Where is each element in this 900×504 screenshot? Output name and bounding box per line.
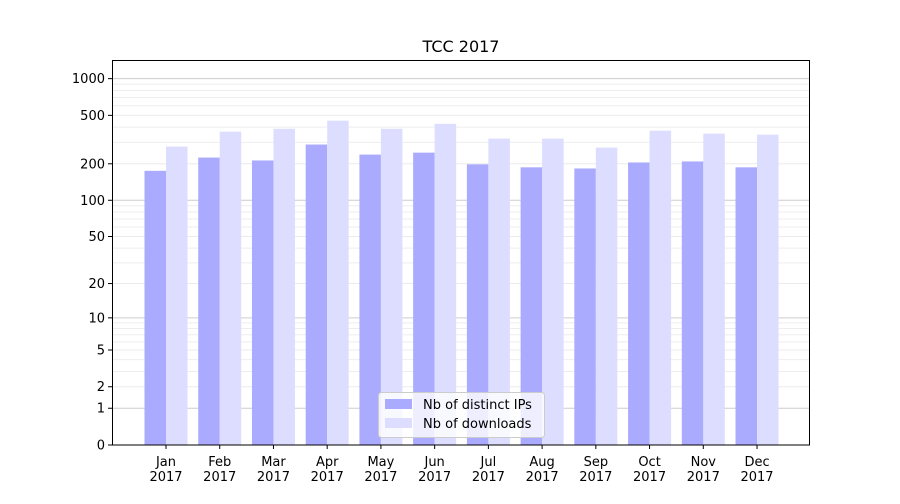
x-tick-label: 2017 xyxy=(740,470,773,485)
bar-downloads xyxy=(219,131,242,446)
x-tick-label: 2017 xyxy=(364,470,397,485)
bar-distinct-ips xyxy=(413,152,435,445)
x-axis: Jan2017Feb2017Mar2017Apr2017May2017Jun20… xyxy=(149,445,774,485)
bar-downloads xyxy=(595,147,618,445)
y-tick-label: 500 xyxy=(80,109,105,124)
y-tick-label: 20 xyxy=(88,277,105,292)
bar-distinct-ips xyxy=(359,154,381,446)
x-tick-label: Dec xyxy=(744,455,769,470)
x-tick-label: Jul xyxy=(480,455,497,470)
legend-box xyxy=(378,392,545,438)
bar-downloads xyxy=(703,133,725,445)
y-tick-label: 1 xyxy=(97,402,105,417)
bar-downloads xyxy=(380,128,403,445)
x-tick-label: 2017 xyxy=(579,470,612,485)
x-tick-label: May xyxy=(367,455,394,470)
bar-distinct-ips xyxy=(198,157,220,445)
x-tick-label: Nov xyxy=(691,455,717,470)
legend-swatch xyxy=(385,418,412,428)
bar-downloads xyxy=(649,130,672,445)
bar-downloads xyxy=(166,146,188,445)
bar-downloads xyxy=(488,138,510,445)
bar-downloads xyxy=(273,128,295,445)
x-tick-label: Sep xyxy=(584,455,609,470)
bar-distinct-ips xyxy=(628,162,650,445)
y-tick-label: 200 xyxy=(80,157,105,172)
x-tick-label: Mar xyxy=(261,455,286,470)
bar-distinct-ips xyxy=(520,167,543,446)
bar-downloads xyxy=(434,123,457,445)
bar-distinct-ips xyxy=(466,164,489,445)
legend: Nb of distinct IPs Nb of downloads xyxy=(378,392,545,438)
bar-distinct-ips xyxy=(251,160,274,445)
bar-distinct-ips xyxy=(574,168,596,445)
y-tick-label: 50 xyxy=(88,230,105,245)
x-tick-label: Jan xyxy=(155,455,176,470)
bar-distinct-ips xyxy=(305,144,328,446)
y-tick-label: 10 xyxy=(88,311,105,326)
legend-label: Nb of downloads xyxy=(423,417,532,432)
x-tick-label: Oct xyxy=(638,455,660,470)
bar-downloads xyxy=(327,120,349,446)
x-tick-label: 2017 xyxy=(418,470,451,485)
bar-distinct-ips xyxy=(735,167,758,446)
x-tick-label: Feb xyxy=(208,455,231,470)
y-tick-label: 0 xyxy=(97,439,105,454)
bar-downloads xyxy=(542,138,564,445)
bar-distinct-ips xyxy=(681,161,704,445)
y-tick-label: 1000 xyxy=(72,72,105,87)
chart-title: TCC 2017 xyxy=(422,37,500,56)
x-tick-label: 2017 xyxy=(526,470,559,485)
x-tick-label: 2017 xyxy=(257,470,290,485)
x-tick-label: Apr xyxy=(316,455,339,470)
bar-distinct-ips xyxy=(144,170,166,445)
x-tick-label: Aug xyxy=(529,455,554,470)
legend-label: Nb of distinct IPs xyxy=(423,398,532,413)
y-tick-label: 100 xyxy=(80,194,105,209)
x-tick-label: 2017 xyxy=(687,470,720,485)
x-tick-label: Jun xyxy=(423,455,444,470)
x-tick-label: 2017 xyxy=(472,470,505,485)
plot-frame xyxy=(112,60,810,446)
y-axis: 0 1 2 5 10 20 50 100 200 500 1000 xyxy=(72,72,112,454)
x-tick-label: 2017 xyxy=(311,470,344,485)
bars xyxy=(144,120,779,446)
x-tick-label: 2017 xyxy=(149,470,182,485)
y-tick-label: 5 xyxy=(97,343,105,358)
x-tick-label: 2017 xyxy=(633,470,666,485)
bar-downloads xyxy=(757,134,779,446)
legend-swatch xyxy=(385,399,412,409)
x-tick-label: 2017 xyxy=(203,470,236,485)
y-tick-label: 2 xyxy=(97,380,105,395)
